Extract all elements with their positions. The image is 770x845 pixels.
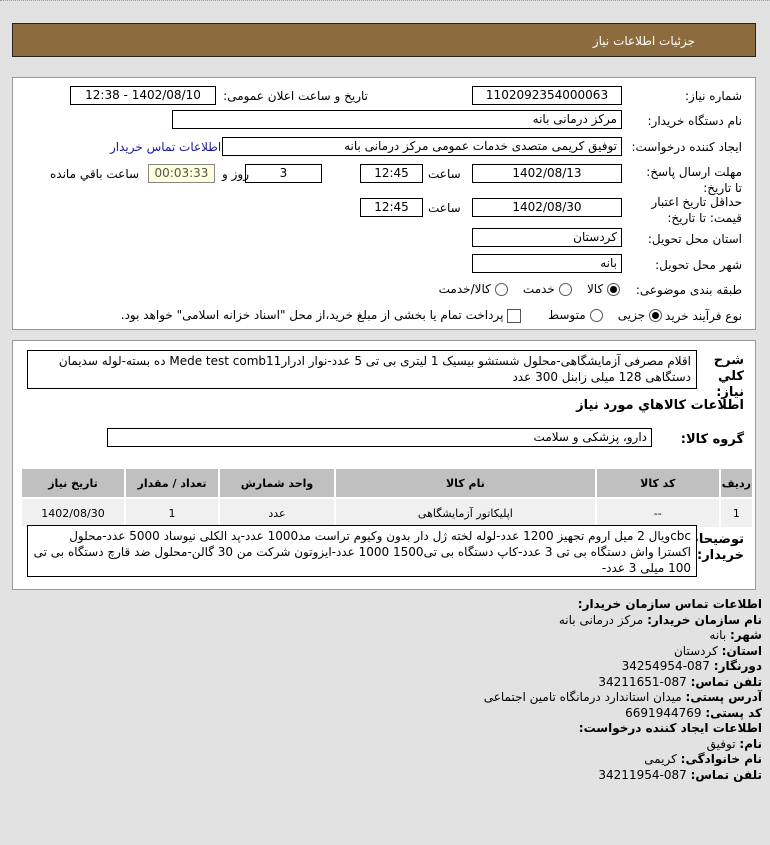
days-field: 3	[245, 164, 322, 183]
category-label: طبقه بندی موضوعی:	[635, 283, 742, 297]
family-value: کریمی	[644, 752, 677, 766]
notes-label: توضیحات خریدار:	[685, 532, 744, 563]
process-radio-group: جزیی متوسط پرداخت تمام یا بخشی از مبلغ خ…	[121, 308, 662, 323]
announce-label: تاریخ و ساعت اعلان عمومی:	[223, 89, 368, 103]
cell-date: 1402/08/30	[20, 497, 126, 529]
category-radio-group: کالا خدمت کالا/خدمت	[439, 282, 620, 296]
province-value: کردستان	[673, 643, 718, 658]
col-row: ردیف	[718, 467, 755, 499]
need-number-field: 1102092354000063	[472, 86, 622, 105]
col-name: نام کالا	[334, 467, 597, 499]
creator-field: توفیق کریمی متصدی خدمات عمومی مرکز درمان…	[222, 137, 622, 156]
radio-goods-service[interactable]	[494, 283, 508, 296]
radio-medium-label: متوسط	[547, 308, 586, 322]
buyer-contact-info: اطلاعات تماس سازمان خریدار: نام سازمان خ…	[484, 597, 762, 783]
deadline-label: مهلت ارسال پاسخ: تا تاریخ:	[646, 165, 742, 195]
remaining-time-field: 00:03:33	[148, 164, 215, 183]
table-header-row: ردیف کد کالا نام کالا واحد شمارش تعداد /…	[20, 467, 755, 499]
deadline-date-field: 1402/08/13	[472, 164, 622, 183]
radio-goods-label: کالا	[586, 282, 604, 296]
table-row: 1 -- اپلیکاتور آزمایشگاهی عدد 1 1402/08/…	[20, 497, 755, 529]
cell-row: 1	[718, 497, 755, 529]
col-code: کد کالا	[594, 467, 721, 499]
buyer-field: مرکز درمانی بانه	[172, 110, 622, 129]
address-label: آدرس پستی:	[685, 690, 762, 704]
deadline-time-field: 12:45	[360, 164, 423, 183]
goods-group-label: گروه کالا:	[680, 432, 744, 447]
province-field: کردستان	[472, 228, 622, 247]
deadline-time-label: ساعت	[428, 167, 461, 181]
goods-section-title: اطلاعات کالاهاي مورد نياز	[576, 398, 744, 413]
creator-title: اطلاعات ایجاد کننده درخواست:	[578, 721, 762, 735]
fax-value: 087-34254954	[621, 659, 710, 673]
province-label: استان محل تحویل:	[647, 232, 742, 246]
col-unit: واحد شمارش	[218, 467, 336, 499]
announce-field: 1402/08/10 - 12:38	[70, 86, 216, 105]
validity-time-label: ساعت	[428, 201, 461, 215]
cell-code: --	[594, 497, 721, 529]
validity-label: حداقل تاریخ اعتبار قیمت: تا تاریخ:	[651, 195, 742, 225]
buyer-contact-link[interactable]: اطلاعات تماس خریدار	[110, 140, 222, 154]
need-number-label: شماره نیاز:	[685, 89, 742, 103]
page-title: جزئیات اطلاعات نیاز	[592, 34, 695, 48]
cell-name: اپلیکاتور آزمایشگاهی	[334, 497, 597, 529]
buyer-label: نام دستگاه خریدار:	[647, 114, 743, 128]
cell-unit: عدد	[218, 497, 336, 529]
summary-text: اقلام مصرفی آزمایشگاهی-محلول شستشو بیسیک…	[27, 350, 697, 389]
radio-minor[interactable]	[649, 309, 662, 322]
goods-group-field: دارو، پزشکی و سلامت	[107, 428, 652, 447]
goods-table: ردیف کد کالا نام کالا واحد شمارش تعداد /…	[20, 467, 755, 529]
notes-text: cbcویال 2 میل اروم تجهیز 1200 عدد-لوله ل…	[27, 525, 697, 577]
org-value: مرکز درمانی بانه	[558, 612, 644, 627]
contact-title: اطلاعات تماس سازمان خریدار:	[577, 597, 762, 611]
payment-note: پرداخت تمام یا بخشی از مبلغ خرید،از محل …	[120, 308, 504, 322]
province-label: استان:	[721, 643, 762, 658]
summary-label: شرح کلي نياز:	[713, 353, 744, 400]
address-value: میدان استاندارد درمانگاه تامین اجتماعی	[483, 690, 682, 704]
city-value: بانه	[709, 628, 727, 642]
name-value: توفیق	[706, 736, 736, 751]
postal-value: 6691944769	[625, 705, 702, 720]
radio-service-label: خدمت	[522, 282, 555, 296]
validity-date-field: 1402/08/30	[472, 198, 622, 217]
radio-medium[interactable]	[589, 309, 603, 322]
validity-time-field: 12:45	[360, 198, 423, 217]
remaining-label: ساعت باقي مانده	[50, 167, 140, 181]
radio-goods-service-label: کالا/خدمت	[438, 282, 491, 296]
process-label: نوع فرآیند خرید :	[657, 309, 742, 323]
fax-label: دورنگار:	[713, 659, 762, 673]
radio-goods[interactable]	[607, 283, 620, 296]
creator-phone-value: 087-34211954	[598, 767, 687, 782]
radio-minor-label: جزیی	[617, 308, 646, 322]
city-label: شهر:	[730, 628, 762, 642]
radio-service[interactable]	[558, 283, 572, 296]
org-label: نام سازمان خریدار:	[647, 612, 762, 627]
postal-label: کد پستی:	[705, 705, 762, 720]
city-label: شهر محل تحویل:	[655, 258, 742, 272]
cell-qty: 1	[124, 497, 220, 529]
name-label: نام:	[739, 736, 762, 751]
creator-phone-label: تلفن تماس:	[690, 767, 762, 782]
family-label: نام خانوادگی:	[680, 752, 762, 766]
treasury-checkbox[interactable]	[507, 308, 522, 323]
phone-label: تلفن تماس:	[690, 674, 762, 689]
phone-value: 087-34211651	[598, 674, 687, 689]
col-qty: تعداد / مقدار	[124, 467, 220, 499]
days-label: روز و	[222, 167, 249, 181]
col-date: تاریخ نیاز	[20, 467, 126, 499]
top-divider	[0, 0, 770, 1]
creator-label: ایجاد کننده درخواست:	[631, 140, 742, 154]
page-header: جزئیات اطلاعات نیاز	[12, 23, 756, 57]
city-field: بانه	[472, 254, 622, 273]
